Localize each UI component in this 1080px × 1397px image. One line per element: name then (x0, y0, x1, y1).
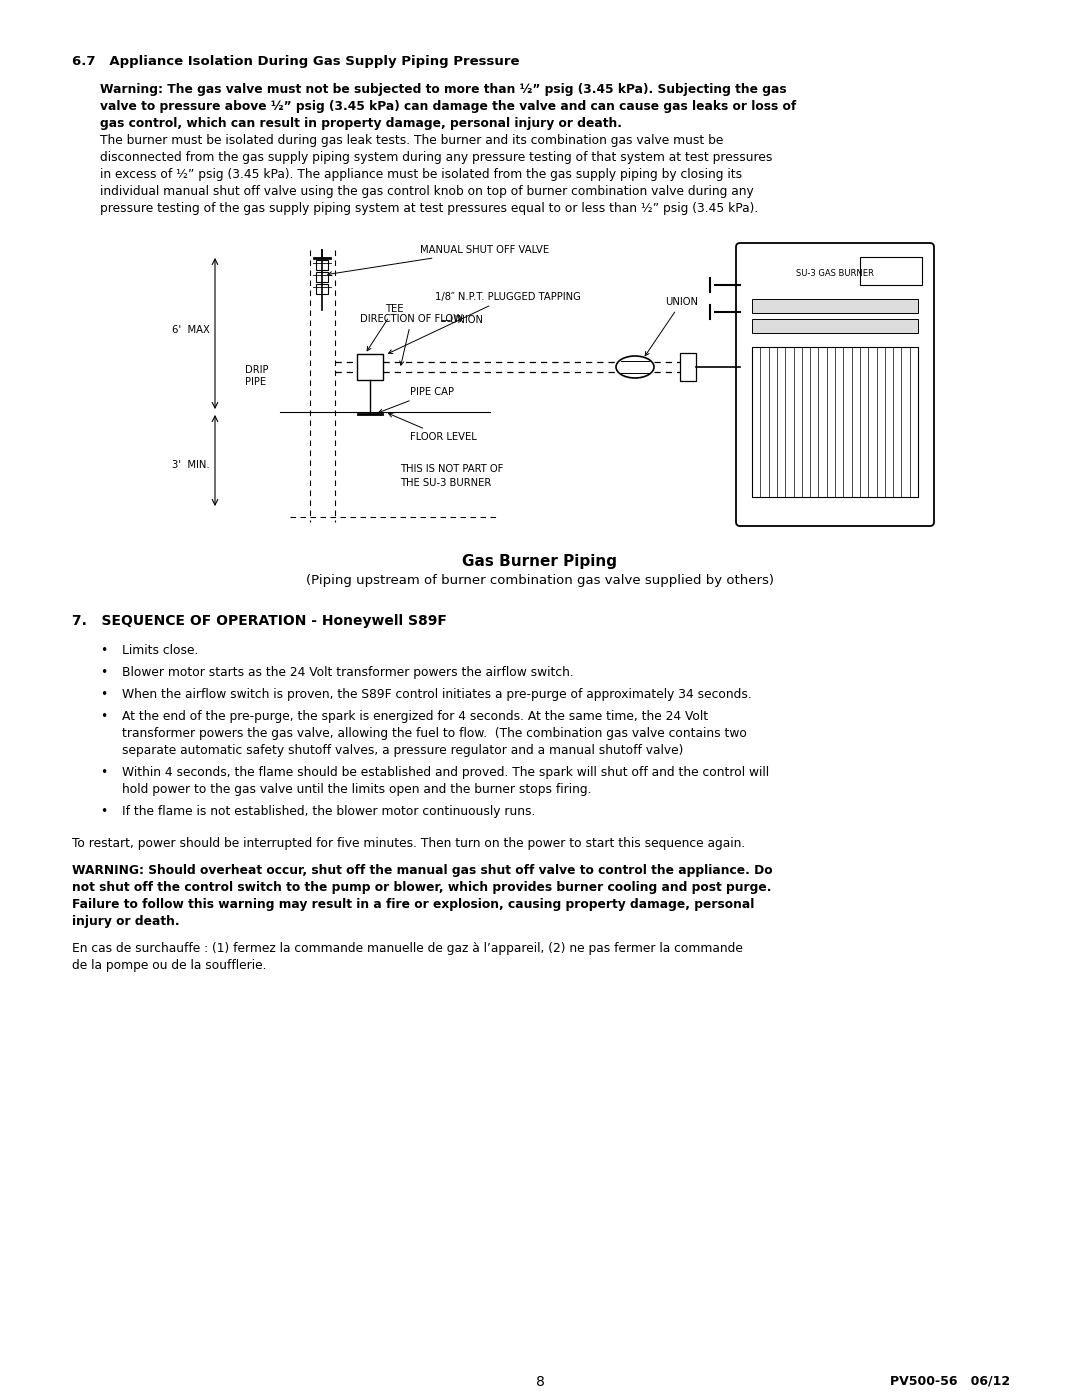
Text: WARNING: Should overheat occur, shut off the manual gas shut off valve to contro: WARNING: Should overheat occur, shut off… (72, 863, 772, 877)
Text: DIRECTION OF FLOW: DIRECTION OF FLOW (360, 314, 463, 365)
Text: disconnected from the gas supply piping system during any pressure testing of th: disconnected from the gas supply piping … (100, 151, 772, 163)
Text: PIPE CAP: PIPE CAP (379, 387, 454, 414)
Text: THIS IS NOT PART OF: THIS IS NOT PART OF (400, 464, 503, 474)
Bar (357, 353, 383, 380)
Text: To restart, power should be interrupted for five minutes. Then turn on the power: To restart, power should be interrupted … (72, 837, 745, 849)
Text: Warning: The gas valve must not be subjected to more than ½” psig (3.45 kPa). Su: Warning: The gas valve must not be subje… (100, 82, 786, 96)
Text: SU-3 GAS BURNER: SU-3 GAS BURNER (796, 270, 874, 278)
Bar (752, 319, 918, 332)
Text: •: • (100, 687, 107, 701)
Text: •: • (100, 710, 107, 724)
Text: gas control, which can result in property damage, personal injury or death.: gas control, which can result in propert… (100, 117, 622, 130)
Text: FLOOR LEVEL: FLOOR LEVEL (389, 414, 476, 441)
Text: UNION: UNION (645, 298, 698, 356)
Text: 8: 8 (536, 1375, 544, 1389)
Text: •: • (100, 666, 107, 679)
Text: MANUAL SHUT OFF VALVE: MANUAL SHUT OFF VALVE (328, 244, 549, 275)
Text: When the airflow switch is proven, the S89F control initiates a pre-purge of app: When the airflow switch is proven, the S… (122, 687, 752, 701)
Bar (752, 299, 918, 313)
Text: If the flame is not established, the blower motor continuously runs.: If the flame is not established, the blo… (122, 805, 536, 819)
Text: injury or death.: injury or death. (72, 915, 179, 928)
Text: Failure to follow this warning may result in a fire or explosion, causing proper: Failure to follow this warning may resul… (72, 898, 754, 911)
Text: THE SU-3 BURNER: THE SU-3 BURNER (400, 478, 491, 488)
Bar (752, 346, 918, 497)
Text: At the end of the pre-purge, the spark is energized for 4 seconds. At the same t: At the end of the pre-purge, the spark i… (122, 710, 708, 724)
Text: (Piping upstream of burner combination gas valve supplied by others): (Piping upstream of burner combination g… (306, 574, 774, 587)
Bar (316, 272, 328, 282)
Text: transformer powers the gas valve, allowing the fuel to flow.  (The combination g: transformer powers the gas valve, allowi… (122, 726, 747, 740)
Text: TEE: TEE (367, 305, 404, 351)
Text: individual manual shut off valve using the gas control knob on top of burner com: individual manual shut off valve using t… (100, 184, 754, 198)
Text: •: • (100, 766, 107, 780)
Text: 7.   SEQUENCE OF OPERATION - Honeywell S89F: 7. SEQUENCE OF OPERATION - Honeywell S89… (72, 615, 447, 629)
FancyBboxPatch shape (735, 243, 934, 527)
Text: in excess of ½” psig (3.45 kPa). The appliance must be isolated from the gas sup: in excess of ½” psig (3.45 kPa). The app… (100, 168, 742, 182)
Text: 1/8″ N.P.T. PLUGGED TAPPING: 1/8″ N.P.T. PLUGGED TAPPING (389, 292, 581, 353)
Text: Blower motor starts as the 24 Volt transformer powers the airflow switch.: Blower motor starts as the 24 Volt trans… (122, 666, 573, 679)
Text: —UNION: —UNION (441, 314, 484, 326)
Text: The burner must be isolated during gas leak tests. The burner and its combinatio: The burner must be isolated during gas l… (100, 134, 724, 147)
Text: 3'  MIN.: 3' MIN. (173, 460, 210, 469)
Text: pressure testing of the gas supply piping system at test pressures equal to or l: pressure testing of the gas supply pipin… (100, 203, 758, 215)
Text: 6.7   Appliance Isolation During Gas Supply Piping Pressure: 6.7 Appliance Isolation During Gas Suppl… (72, 54, 519, 68)
Bar (860, 257, 922, 285)
Bar (316, 260, 328, 270)
Text: •: • (100, 644, 107, 657)
Bar (680, 353, 696, 381)
Text: Within 4 seconds, the flame should be established and proved. The spark will shu: Within 4 seconds, the flame should be es… (122, 766, 769, 780)
Text: not shut off the control switch to the pump or blower, which provides burner coo: not shut off the control switch to the p… (72, 882, 771, 894)
Text: valve to pressure above ½” psig (3.45 kPa) can damage the valve and can cause ga: valve to pressure above ½” psig (3.45 kP… (100, 101, 796, 113)
Text: separate automatic safety shutoff valves, a pressure regulator and a manual shut: separate automatic safety shutoff valves… (122, 745, 684, 757)
Text: •: • (100, 805, 107, 819)
Ellipse shape (616, 356, 654, 379)
Text: Limits close.: Limits close. (122, 644, 199, 657)
Text: Gas Burner Piping: Gas Burner Piping (462, 555, 618, 569)
Text: 6'  MAX: 6' MAX (172, 326, 210, 335)
Text: PV500-56   06/12: PV500-56 06/12 (890, 1375, 1010, 1389)
Text: En cas de surchauffe : (1) fermez la commande manuelle de gaz à l’appareil, (2) : En cas de surchauffe : (1) fermez la com… (72, 942, 743, 956)
Text: DRIP
PIPE: DRIP PIPE (245, 365, 269, 387)
Text: hold power to the gas valve until the limits open and the burner stops firing.: hold power to the gas valve until the li… (122, 782, 592, 796)
Bar (316, 284, 328, 293)
Text: de la pompe ou de la soufflerie.: de la pompe ou de la soufflerie. (72, 958, 267, 972)
